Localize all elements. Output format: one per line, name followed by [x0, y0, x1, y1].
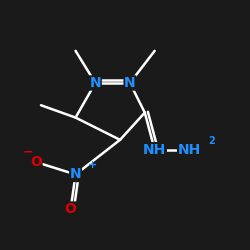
Text: NH: NH	[143, 143, 166, 157]
Text: N: N	[124, 76, 136, 90]
Text: 2: 2	[208, 136, 214, 146]
Text: N: N	[70, 168, 81, 181]
Text: N: N	[90, 76, 101, 90]
Text: +: +	[88, 160, 97, 170]
Text: O: O	[65, 202, 76, 216]
Text: O: O	[30, 155, 42, 169]
Text: NH: NH	[178, 143, 201, 157]
Text: −: −	[23, 145, 34, 158]
